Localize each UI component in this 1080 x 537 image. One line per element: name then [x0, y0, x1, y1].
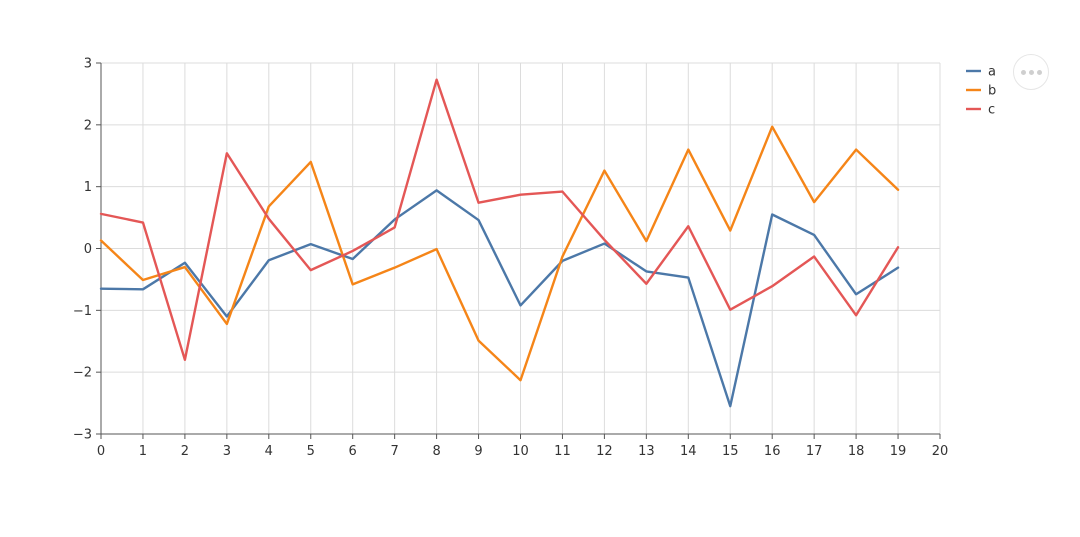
x-tick-label: 12	[596, 444, 613, 459]
x-tick-label: 14	[680, 444, 697, 459]
x-tick-label: 19	[890, 444, 907, 459]
axes: 0 1 2 3 4 5 6 7 8 9 10 11 12 13 14 15 16 17 18 19 20−3−2−101…	[73, 57, 948, 460]
x-tick-label: 4	[265, 444, 273, 459]
chart-actions-menu-button[interactable]	[1013, 54, 1049, 90]
x-tick-label: 13	[638, 444, 655, 459]
x-tick-label: 10	[512, 444, 529, 459]
legend-label-c: c	[988, 103, 995, 118]
x-tick-label: 6	[349, 444, 357, 459]
more-horizontal-icon	[1028, 69, 1034, 75]
series-lines	[99, 78, 900, 408]
more-horizontal-icon	[1036, 69, 1042, 75]
x-tick-label: 0	[97, 444, 105, 459]
series-line-a	[99, 189, 900, 408]
x-tick-label: 15	[722, 444, 739, 459]
x-tick-label: 18	[848, 444, 865, 459]
y-tick-label: −3	[73, 428, 92, 443]
series-line-b	[99, 125, 900, 382]
x-tick-label: 7	[391, 444, 399, 459]
series-line-c	[99, 78, 900, 361]
legend: abc	[966, 65, 996, 118]
y-tick-label: 1	[84, 180, 92, 195]
x-tick-label: 11	[554, 444, 571, 459]
legend-label-a: a	[988, 65, 996, 80]
y-tick-label: −2	[73, 366, 92, 381]
more-horizontal-icon	[1020, 69, 1026, 75]
x-tick-label: 8	[432, 444, 440, 459]
x-tick-label: 3	[223, 444, 231, 459]
x-tick-label: 17	[806, 444, 823, 459]
y-tick-label: 2	[84, 118, 92, 133]
x-tick-label: 1	[139, 444, 147, 459]
x-tick-label: 20	[932, 444, 949, 459]
legend-label-b: b	[988, 84, 996, 99]
y-tick-label: 3	[84, 57, 92, 72]
y-tick-label: 0	[84, 242, 92, 257]
x-tick-label: 16	[764, 444, 781, 459]
y-tick-label: −1	[73, 304, 92, 319]
x-tick-label: 5	[307, 444, 315, 459]
x-tick-label: 9	[474, 444, 482, 459]
x-tick-label: 2	[181, 444, 189, 459]
